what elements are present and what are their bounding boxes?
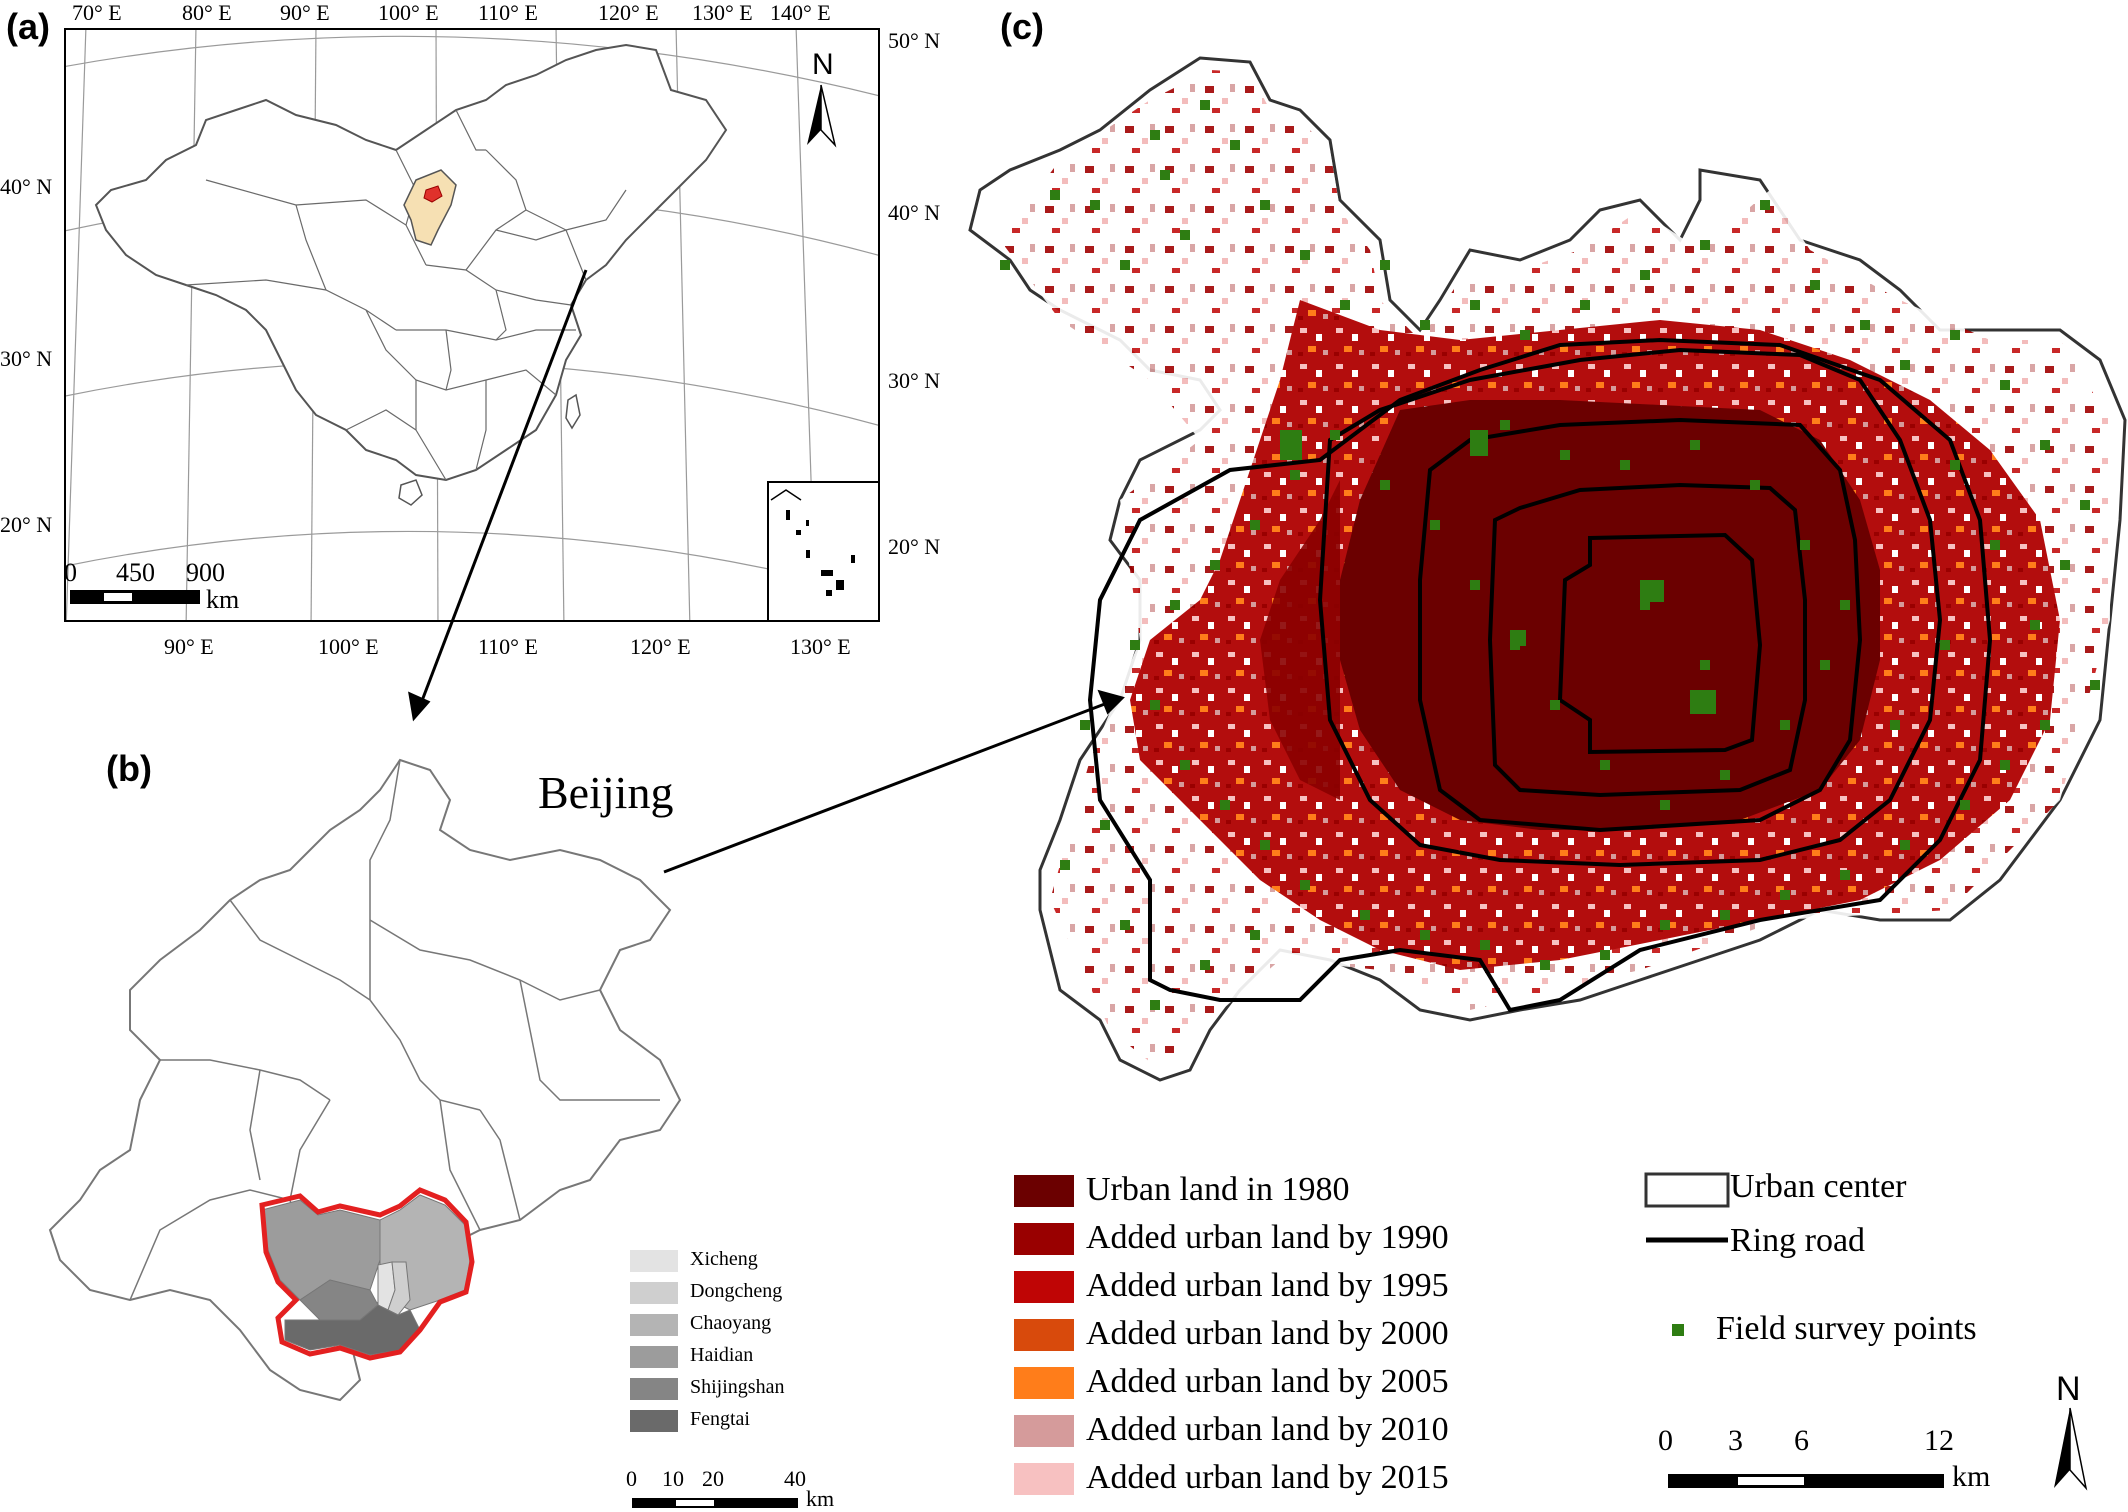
field-survey-points — [1000, 100, 2100, 1010]
legend-swatch-1995 — [1014, 1271, 1074, 1303]
scale-tick-b-2: 20 — [702, 1466, 724, 1491]
legend-swatch-2015 — [1014, 1463, 1074, 1495]
legend-label-ring-road: Ring road — [1730, 1222, 1866, 1259]
top-tick-70: 70° E — [72, 0, 122, 25]
legend-swatch-shijingshan — [630, 1378, 678, 1400]
scale-tick-b-1: 10 — [662, 1466, 684, 1491]
bottom-tick-90: 90° E — [164, 634, 214, 659]
right-tick-50: 50° N — [888, 28, 941, 53]
north-label-a: N — [812, 48, 834, 81]
legend-swatch-haidian — [630, 1346, 678, 1368]
scale-tick-a-1: 450 — [116, 558, 155, 587]
china-map-frame: N 0 450 900 km — [64, 28, 880, 622]
district-shijingshan — [299, 1279, 379, 1321]
urban-center-outline — [968, 56, 2127, 1082]
top-tick-130: 130° E — [692, 0, 753, 25]
bottom-tick-120: 120° E — [630, 634, 691, 659]
beijing-marker — [423, 185, 443, 203]
legend-swatch-chaoyang — [630, 1314, 678, 1336]
urban-1980-area — [1340, 400, 1880, 830]
legend-label-haidian: Haidian — [690, 1344, 754, 1366]
south-china-sea-inset — [767, 481, 878, 620]
district-haidian — [261, 1199, 381, 1301]
scale-tick-a-2: 900 — [186, 558, 225, 587]
scale-unit-b: km — [806, 1486, 835, 1511]
top-tick-80: 80° E — [182, 0, 232, 25]
legend-swatch-fengtai — [630, 1410, 678, 1432]
right-tick-30: 30° N — [888, 368, 941, 393]
top-tick-100: 100° E — [378, 0, 439, 25]
bottom-tick-100: 100° E — [318, 634, 379, 659]
scale-unit-a: km — [206, 585, 240, 614]
scale-bar-a — [70, 590, 200, 604]
legend-field-point-symbol — [1672, 1324, 1684, 1336]
north-label-c: N — [2056, 1370, 2081, 1408]
scale-tick-c-1: 3 — [1728, 1424, 1743, 1457]
legend-label-1990: Added urban land by 1990 — [1086, 1219, 1449, 1256]
legend-label-xicheng: Xicheng — [690, 1248, 758, 1270]
district-dongcheng — [387, 1261, 411, 1316]
legend-swatch-1980 — [1014, 1175, 1074, 1207]
hebei-region — [403, 169, 457, 246]
scale-unit-c: km — [1952, 1460, 1991, 1493]
legend-swatch-2010 — [1014, 1415, 1074, 1447]
legend-label-2015: Added urban land by 2015 — [1086, 1459, 1449, 1496]
beijing-outline — [48, 758, 682, 1402]
urban-core-border — [259, 1187, 475, 1361]
district-chaoyang — [379, 1194, 471, 1311]
legend-swatch-dongcheng — [630, 1282, 678, 1304]
legend-swatch-2005 — [1014, 1367, 1074, 1399]
panel-a-label: (a) — [6, 6, 50, 47]
panel-c-label: (c) — [1000, 6, 1044, 47]
district-fengtai — [284, 1304, 421, 1356]
bottom-tick-110: 110° E — [478, 634, 538, 659]
legend-label-2010: Added urban land by 2010 — [1086, 1411, 1449, 1448]
ring-roads — [1087, 337, 1993, 1013]
china-map-svg — [66, 30, 878, 620]
scale-tick-b-0: 0 — [626, 1466, 637, 1491]
legend-label-2005: Added urban land by 2005 — [1086, 1363, 1449, 1400]
north-arrow-a — [807, 84, 837, 148]
left-tick-30: 30° N — [0, 346, 53, 371]
china-outline — [94, 43, 728, 482]
urban-expansion-area — [1130, 300, 2060, 970]
district-xicheng — [377, 1261, 396, 1311]
top-tick-140: 140° E — [770, 0, 831, 25]
right-tick-40: 40° N — [888, 200, 941, 225]
top-tick-110: 110° E — [478, 0, 538, 25]
legend-label-chaoyang: Chaoyang — [690, 1312, 772, 1334]
legend-swatch-xicheng — [630, 1250, 678, 1272]
legend-label-shijingshan: Shijingshan — [690, 1376, 785, 1398]
legend-urban-center-symbol — [1644, 1172, 1730, 1208]
scale-tick-c-3: 12 — [1924, 1424, 1954, 1457]
legend-label-urban-center: Urban center — [1730, 1168, 1907, 1205]
scale-tick-a-0: 0 — [64, 558, 77, 587]
beijing-label: Beijing — [538, 767, 674, 818]
left-tick-20: 20° N — [0, 512, 53, 537]
north-arrow-c — [2054, 1407, 2088, 1491]
legend-label-fengtai: Fengtai — [690, 1408, 750, 1430]
legend-label-field-points: Field survey points — [1716, 1310, 1977, 1347]
top-tick-90: 90° E — [280, 0, 330, 25]
scale-tick-c-2: 6 — [1794, 1424, 1809, 1457]
scale-bar-b — [632, 1498, 798, 1508]
legend-swatch-1990 — [1014, 1223, 1074, 1255]
legend-label-1980: Urban land in 1980 — [1086, 1171, 1350, 1208]
top-tick-120: 120° E — [598, 0, 659, 25]
left-tick-40: 40° N — [0, 174, 53, 199]
right-tick-20: 20° N — [888, 534, 941, 559]
legend-swatch-2000 — [1014, 1319, 1074, 1351]
legend-label-dongcheng: Dongcheng — [690, 1280, 783, 1302]
scale-tick-b-3: 40 — [784, 1466, 806, 1491]
legend-label-2000: Added urban land by 2000 — [1086, 1315, 1449, 1352]
scale-tick-c-0: 0 — [1658, 1424, 1673, 1457]
legend-label-1995: Added urban land by 1995 — [1086, 1267, 1449, 1304]
scale-bar-c — [1668, 1474, 1944, 1488]
panel-b-label: (b) — [106, 748, 152, 789]
bottom-tick-130: 130° E — [790, 634, 851, 659]
